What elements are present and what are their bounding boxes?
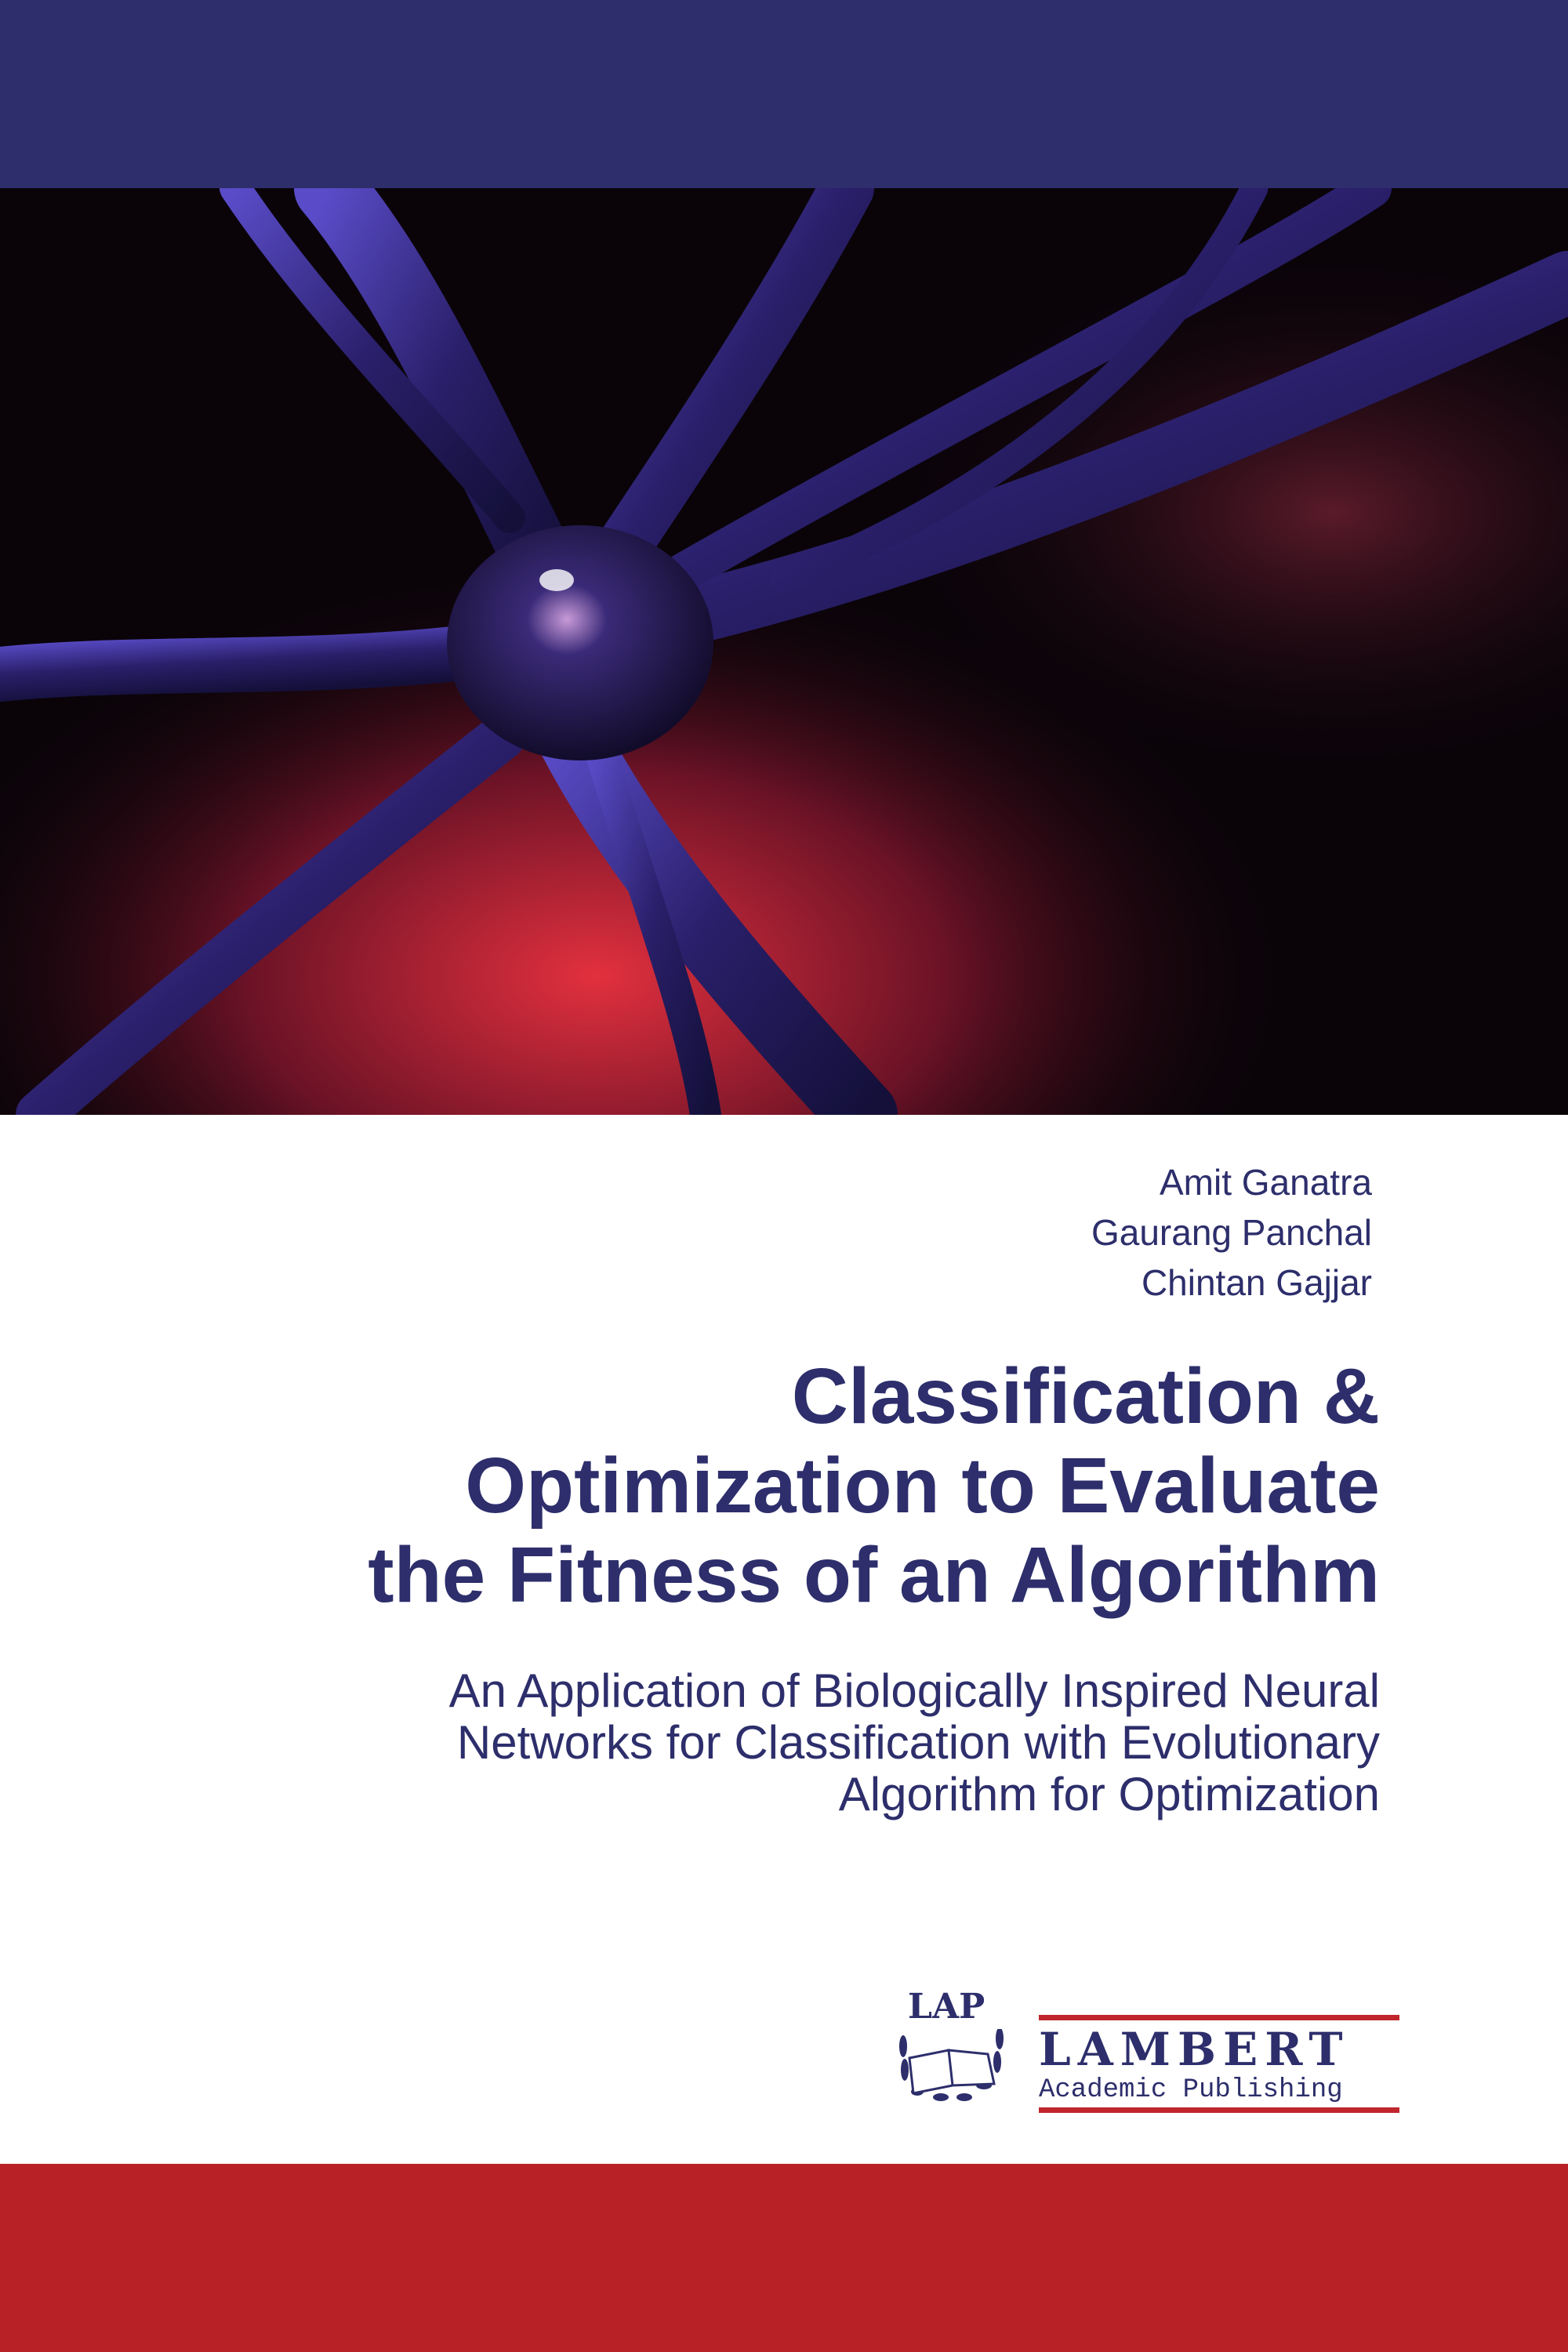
- laurel-book-icon: LAP: [894, 1984, 1019, 2117]
- subtitle-line: Algorithm for Optimization: [838, 1768, 1380, 1820]
- title-line: Optimization to Evaluate: [465, 1442, 1380, 1530]
- book-title: Classification & Optimization to Evaluat…: [368, 1352, 1380, 1620]
- publisher-name: LAMBERT: [1039, 2023, 1350, 2076]
- bottom-color-band: [0, 2164, 1568, 2352]
- title-line: Classification &: [791, 1352, 1380, 1440]
- publisher-logo: LAP LAMBERT Academic Publishing: [894, 1984, 1411, 2117]
- author-list: Amit Ganatra Gaurang Panchal Chintan Gaj…: [1091, 1157, 1372, 1308]
- author-name: Gaurang Panchal: [1091, 1212, 1372, 1253]
- author-name: Chintan Gajjar: [1141, 1262, 1372, 1303]
- top-color-band: [0, 0, 1568, 188]
- subtitle-line: An Application of Biologically Inspired …: [448, 1664, 1380, 1717]
- neuron-illustration: [0, 153, 1568, 1150]
- subtitle-line: Networks for Classification with Evoluti…: [456, 1716, 1380, 1769]
- logo-bottom-rule: [1039, 2107, 1399, 2113]
- book-subtitle: An Application of Biologically Inspired …: [449, 1665, 1380, 1820]
- publisher-tagline: Academic Publishing: [1039, 2075, 1343, 2105]
- logo-monogram: LAP: [908, 1987, 985, 2027]
- title-line: the Fitness of an Algorithm: [368, 1531, 1380, 1619]
- logo-top-rule: [1039, 2015, 1399, 2020]
- author-name: Amit Ganatra: [1160, 1162, 1372, 1203]
